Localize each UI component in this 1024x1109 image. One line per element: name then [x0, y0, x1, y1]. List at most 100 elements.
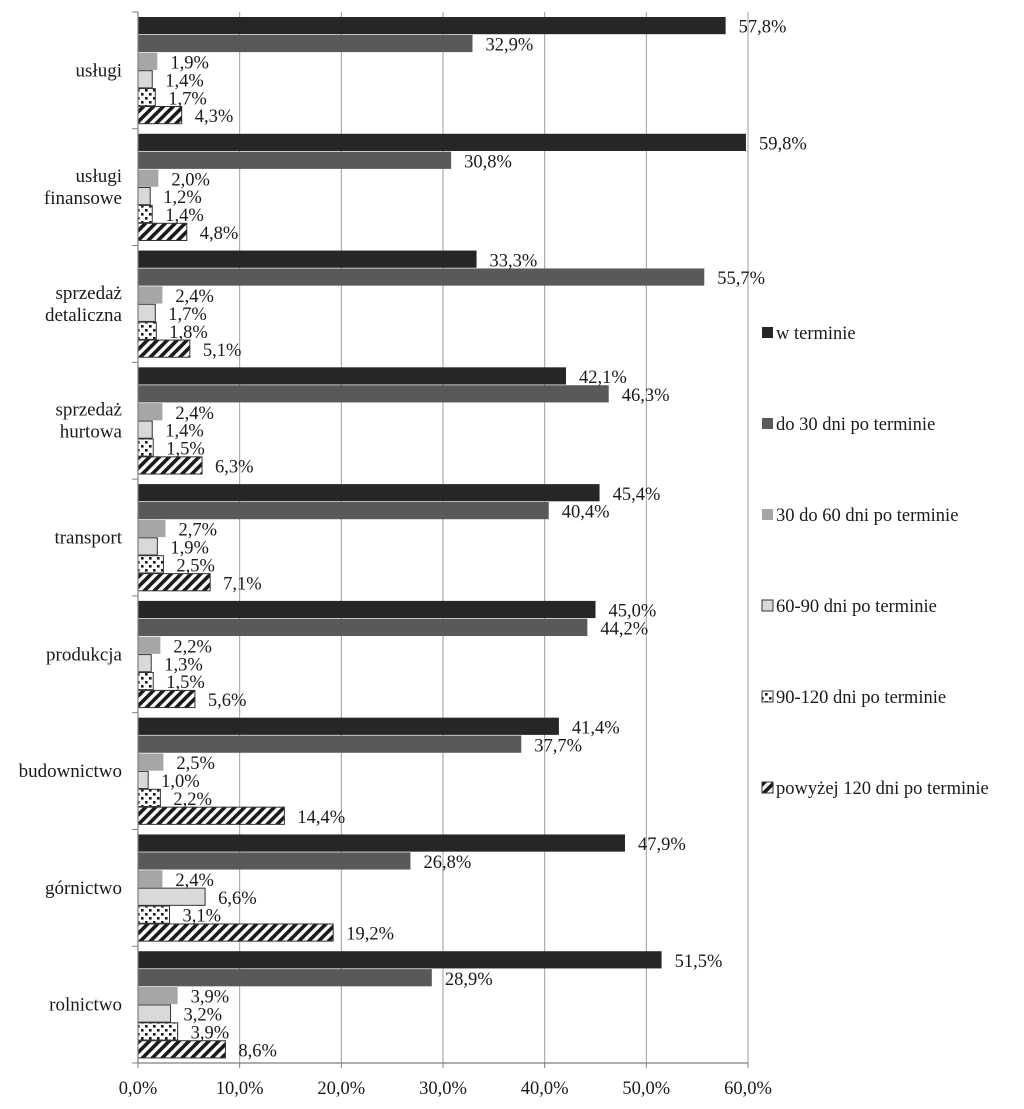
bar [138, 17, 726, 35]
bar [137, 70, 153, 89]
bar [137, 905, 171, 924]
data-label: 44,2% [600, 619, 648, 639]
data-label: 41,4% [572, 718, 620, 738]
data-label: 8,6% [238, 1041, 277, 1061]
data-label: 3,9% [191, 1024, 230, 1044]
bar [137, 654, 152, 673]
bar [137, 204, 153, 224]
data-label: 19,2% [346, 925, 394, 945]
x-tick-label: 10,0% [216, 1079, 264, 1099]
category-label: usługi [76, 166, 122, 187]
data-label: 46,3% [622, 386, 670, 406]
data-label: 1,4% [165, 206, 204, 226]
bar [138, 636, 161, 654]
data-label: 2,2% [173, 790, 212, 810]
category-label: górnictwo [45, 878, 122, 899]
bar [138, 52, 158, 70]
bar [137, 186, 151, 206]
bar [138, 34, 473, 53]
data-label: 3,1% [183, 907, 222, 927]
bar [137, 555, 164, 574]
data-label: 2,7% [178, 521, 217, 541]
data-label: 2,4% [175, 287, 214, 307]
data-label: 1,3% [164, 655, 203, 675]
data-label: 45,4% [613, 485, 661, 505]
data-label: 1,0% [161, 772, 200, 792]
bar [138, 735, 522, 753]
data-label: 45,0% [609, 602, 657, 622]
bar [138, 385, 609, 403]
bar [138, 987, 178, 1005]
data-labels: 57,8%32,9%1,9%1,4%1,7%4,3%59,8%30,8%2,0%… [161, 18, 807, 1062]
bar [137, 303, 156, 322]
gridlines [239, 12, 749, 1063]
x-tick-label: 20,0% [317, 1079, 365, 1099]
bar [138, 151, 452, 169]
bar [138, 286, 163, 304]
bar [138, 618, 588, 636]
data-label: 2,4% [175, 404, 214, 424]
bar [138, 403, 163, 421]
legend-swatch [761, 690, 774, 703]
bar [137, 88, 156, 107]
data-label: 4,8% [200, 224, 239, 244]
bar [137, 770, 149, 790]
data-label: 3,9% [191, 988, 230, 1008]
legend-label: 60-90 dni po terminie [776, 597, 937, 617]
bar [138, 268, 705, 286]
category-label: finansowe [44, 188, 122, 209]
legend-swatch [762, 509, 773, 520]
data-label: 1,9% [170, 54, 209, 74]
data-label: 32,9% [485, 36, 533, 56]
data-label: 28,9% [445, 970, 493, 990]
bar [138, 600, 596, 619]
bar [138, 951, 662, 969]
x-tick-label: 30,0% [419, 1079, 467, 1099]
bar [138, 753, 164, 771]
data-label: 57,8% [739, 18, 787, 38]
data-label: 1,8% [169, 323, 208, 343]
data-label: 3,2% [184, 1006, 223, 1026]
data-label: 1,4% [165, 71, 204, 91]
x-tick-label: 60,0% [724, 1079, 772, 1099]
category-label: produkcja [46, 644, 123, 665]
data-label: 33,3% [490, 251, 538, 271]
data-label: 2,5% [176, 556, 215, 576]
data-label: 47,9% [638, 835, 686, 855]
legend-swatch [762, 327, 773, 338]
data-label: 51,5% [675, 952, 723, 972]
data-label: 4,3% [195, 107, 234, 127]
bar [138, 169, 159, 187]
axes [132, 11, 748, 1064]
data-label: 1,9% [170, 539, 209, 559]
x-tick-label: 50,0% [622, 1079, 670, 1099]
legend-swatch [762, 418, 773, 429]
category-label: detaliczna [45, 305, 123, 326]
bar [138, 834, 625, 852]
data-label: 1,7% [168, 89, 207, 109]
x-tick-label: 0,0% [119, 1079, 158, 1099]
data-label: 1,5% [166, 673, 205, 693]
bar [138, 969, 432, 987]
data-label: 1,4% [165, 422, 204, 442]
bar [138, 870, 163, 888]
bar [138, 133, 746, 151]
legend-swatch [761, 599, 774, 612]
data-label: 2,2% [173, 637, 212, 657]
category-label: budownictwo [19, 761, 122, 782]
bar [137, 438, 154, 457]
legend: w terminie do 30 dni po terminie 30 do 60 … [761, 324, 989, 799]
category-label: hurtowa [60, 422, 123, 443]
category-label: sprzedaż [56, 283, 122, 304]
legend-label: do 30 dni po terminie [776, 415, 935, 435]
bar [137, 1004, 172, 1023]
data-label: 14,4% [297, 808, 345, 828]
data-label: 6,3% [215, 458, 254, 478]
legend-label: 90-120 dni po terminie [776, 688, 946, 708]
data-label: 2,4% [175, 871, 214, 891]
x-axis-ticks: 0,0% 10,0% 20,0% 30,0% 40,0% 50,0% 60,0% [119, 1063, 772, 1099]
bar [137, 671, 154, 691]
bar [138, 250, 477, 268]
data-label: 59,8% [759, 134, 807, 154]
